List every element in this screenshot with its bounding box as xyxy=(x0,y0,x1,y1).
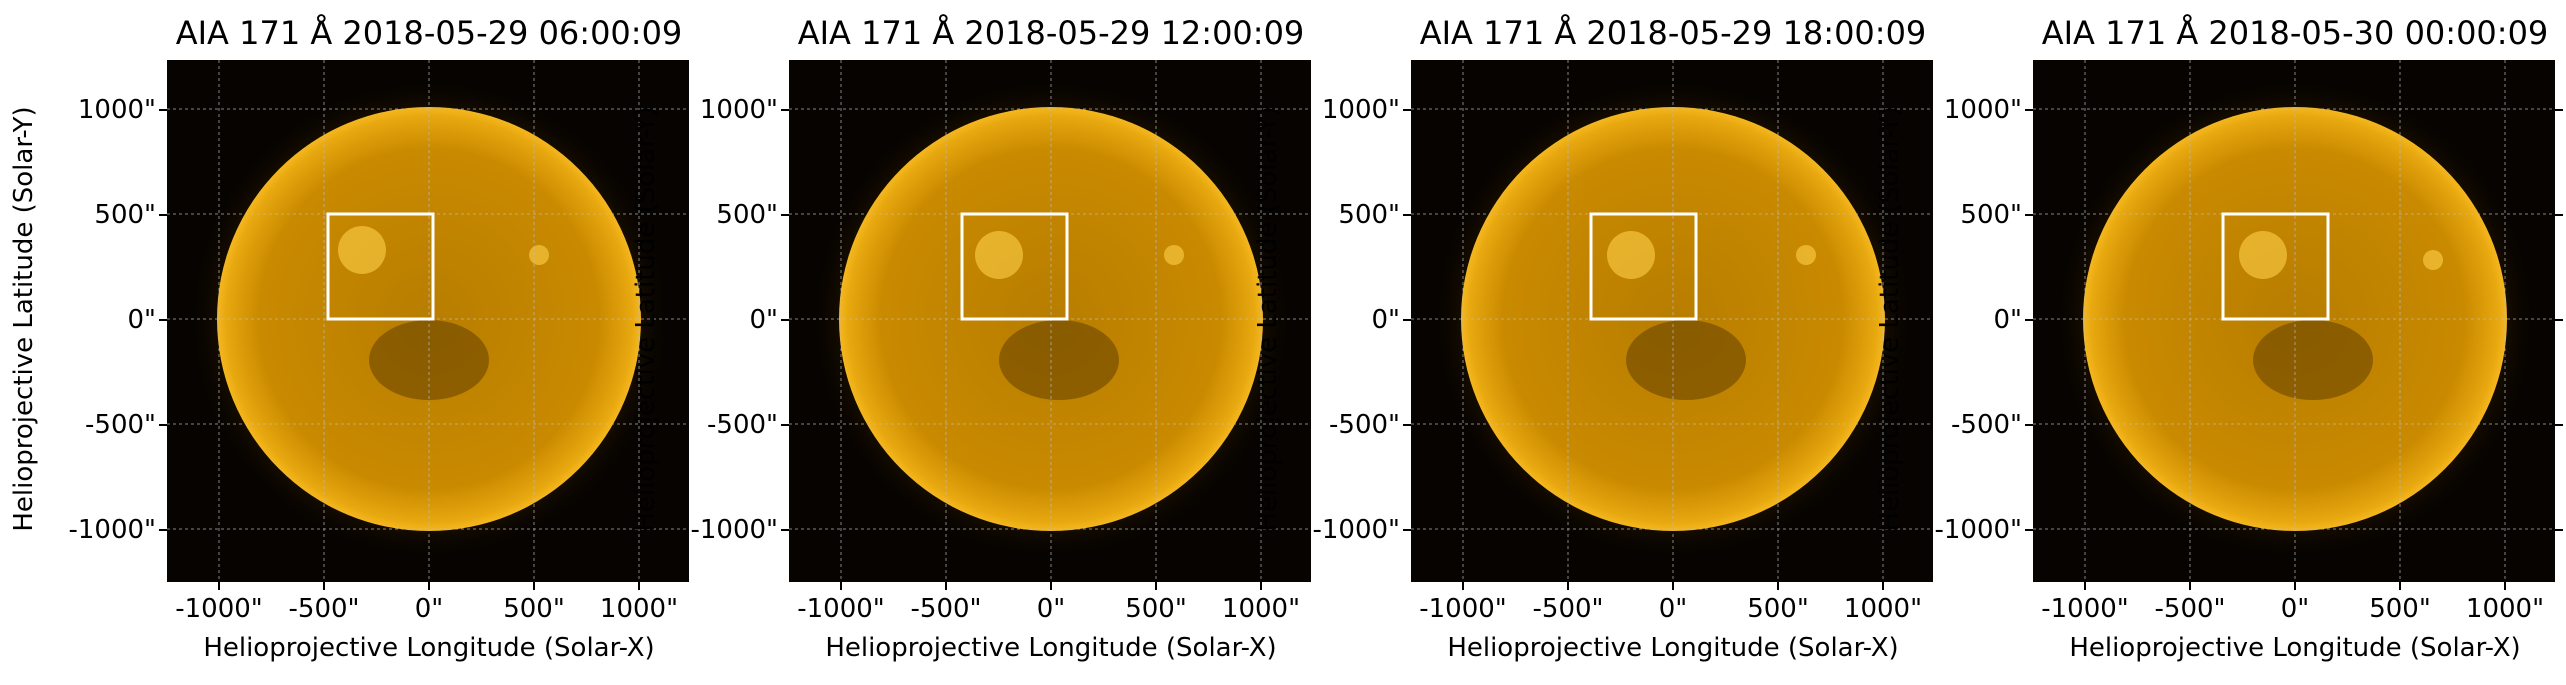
x-axis-title: Helioprojective Longitude (Solar-X) xyxy=(2069,633,2521,663)
x-tick-label: 1000" xyxy=(1843,594,1923,624)
panel-title: AIA 171 Å 2018-05-29 18:00:09 xyxy=(1419,14,1927,52)
x-tick-label: 500" xyxy=(1747,594,1809,624)
y-axis-title: Helioprojective Latitude (Solar-Y) xyxy=(631,106,661,532)
x-tick-label: 1000" xyxy=(599,594,679,624)
x-tick-label: -1000" xyxy=(797,594,885,624)
x-tick-label: -500" xyxy=(1532,594,1604,624)
y-axis-title: Helioprojective Latitude (Solar-Y) xyxy=(1253,106,1283,532)
y-tick-label: 1000" xyxy=(1321,95,1400,125)
y-tick-label: 0" xyxy=(1993,305,2022,335)
x-tick-label: 1000" xyxy=(1221,594,1301,624)
y-tick-label: -1000" xyxy=(1934,515,2022,545)
y-tick-label: 500" xyxy=(1960,200,2022,230)
sun-image xyxy=(167,60,689,582)
x-tick-label: -500" xyxy=(910,594,982,624)
y-tick-label: -500" xyxy=(1329,410,1400,440)
x-tick-label: -1000" xyxy=(175,594,263,624)
panel-title: AIA 171 Å 2018-05-29 12:00:09 xyxy=(797,14,1305,52)
sun-image xyxy=(1411,60,1933,582)
x-axis-title: Helioprojective Longitude (Solar-X) xyxy=(203,633,655,663)
map-panel-2: AIA 171 Å 2018-05-29 12:00:09 xyxy=(622,0,1311,685)
y-axis-title: Helioprojective Latitude (Solar-Y) xyxy=(9,106,39,532)
sun-image xyxy=(2033,60,2555,582)
y-tick-label: 0" xyxy=(1371,305,1400,335)
y-tick-label: 500" xyxy=(716,200,778,230)
y-tick-label: 0" xyxy=(749,305,778,335)
y-tick-label: -500" xyxy=(85,410,156,440)
x-tick-label: 500" xyxy=(503,594,565,624)
x-axis-title: Helioprojective Longitude (Solar-X) xyxy=(825,633,1277,663)
y-tick-label: 1000" xyxy=(77,95,156,125)
x-tick-label: 500" xyxy=(2369,594,2431,624)
x-tick-label: -1000" xyxy=(2041,594,2129,624)
x-tick-label: -1000" xyxy=(1419,594,1507,624)
region-box xyxy=(326,212,435,321)
panel-title: AIA 171 Å 2018-05-29 06:00:09 xyxy=(175,14,683,52)
x-tick-label: 0" xyxy=(414,594,444,624)
map-panel-1: AIA 171 Å 2018-05-29 06:00:09 xyxy=(0,0,689,685)
y-tick-label: -500" xyxy=(707,410,778,440)
sun-image xyxy=(789,60,1311,582)
region-box xyxy=(2221,212,2330,321)
x-tick-label: 0" xyxy=(2280,594,2310,624)
x-tick-label: -500" xyxy=(288,594,360,624)
y-tick-label: -1000" xyxy=(68,515,156,545)
y-tick-label: -500" xyxy=(1951,410,2022,440)
panel-title: AIA 171 Å 2018-05-30 00:00:09 xyxy=(2041,14,2549,52)
x-tick-label: 0" xyxy=(1036,594,1066,624)
x-tick-label: 1000" xyxy=(2465,594,2545,624)
y-tick-label: -1000" xyxy=(690,515,778,545)
y-tick-label: 0" xyxy=(127,305,156,335)
x-tick-label: 500" xyxy=(1125,594,1187,624)
y-axis-title: Helioprojective Latitude (Solar-Y) xyxy=(1875,106,1905,532)
y-tick-label: 1000" xyxy=(699,95,778,125)
y-tick-label: 1000" xyxy=(1943,95,2022,125)
x-tick-label: 0" xyxy=(1658,594,1688,624)
map-panel-3: AIA 171 Å 2018-05-29 18:00:09 xyxy=(1244,0,1933,685)
x-axis-title: Helioprojective Longitude (Solar-X) xyxy=(1447,633,1899,663)
region-box xyxy=(1589,212,1698,321)
y-tick-label: 500" xyxy=(1338,200,1400,230)
map-panel-4: AIA 171 Å 2018-05-30 00:00:09 xyxy=(1866,0,2566,685)
y-tick-label: -1000" xyxy=(1312,515,1400,545)
y-tick-label: 500" xyxy=(94,200,156,230)
region-box xyxy=(960,212,1069,321)
x-tick-label: -500" xyxy=(2154,594,2226,624)
